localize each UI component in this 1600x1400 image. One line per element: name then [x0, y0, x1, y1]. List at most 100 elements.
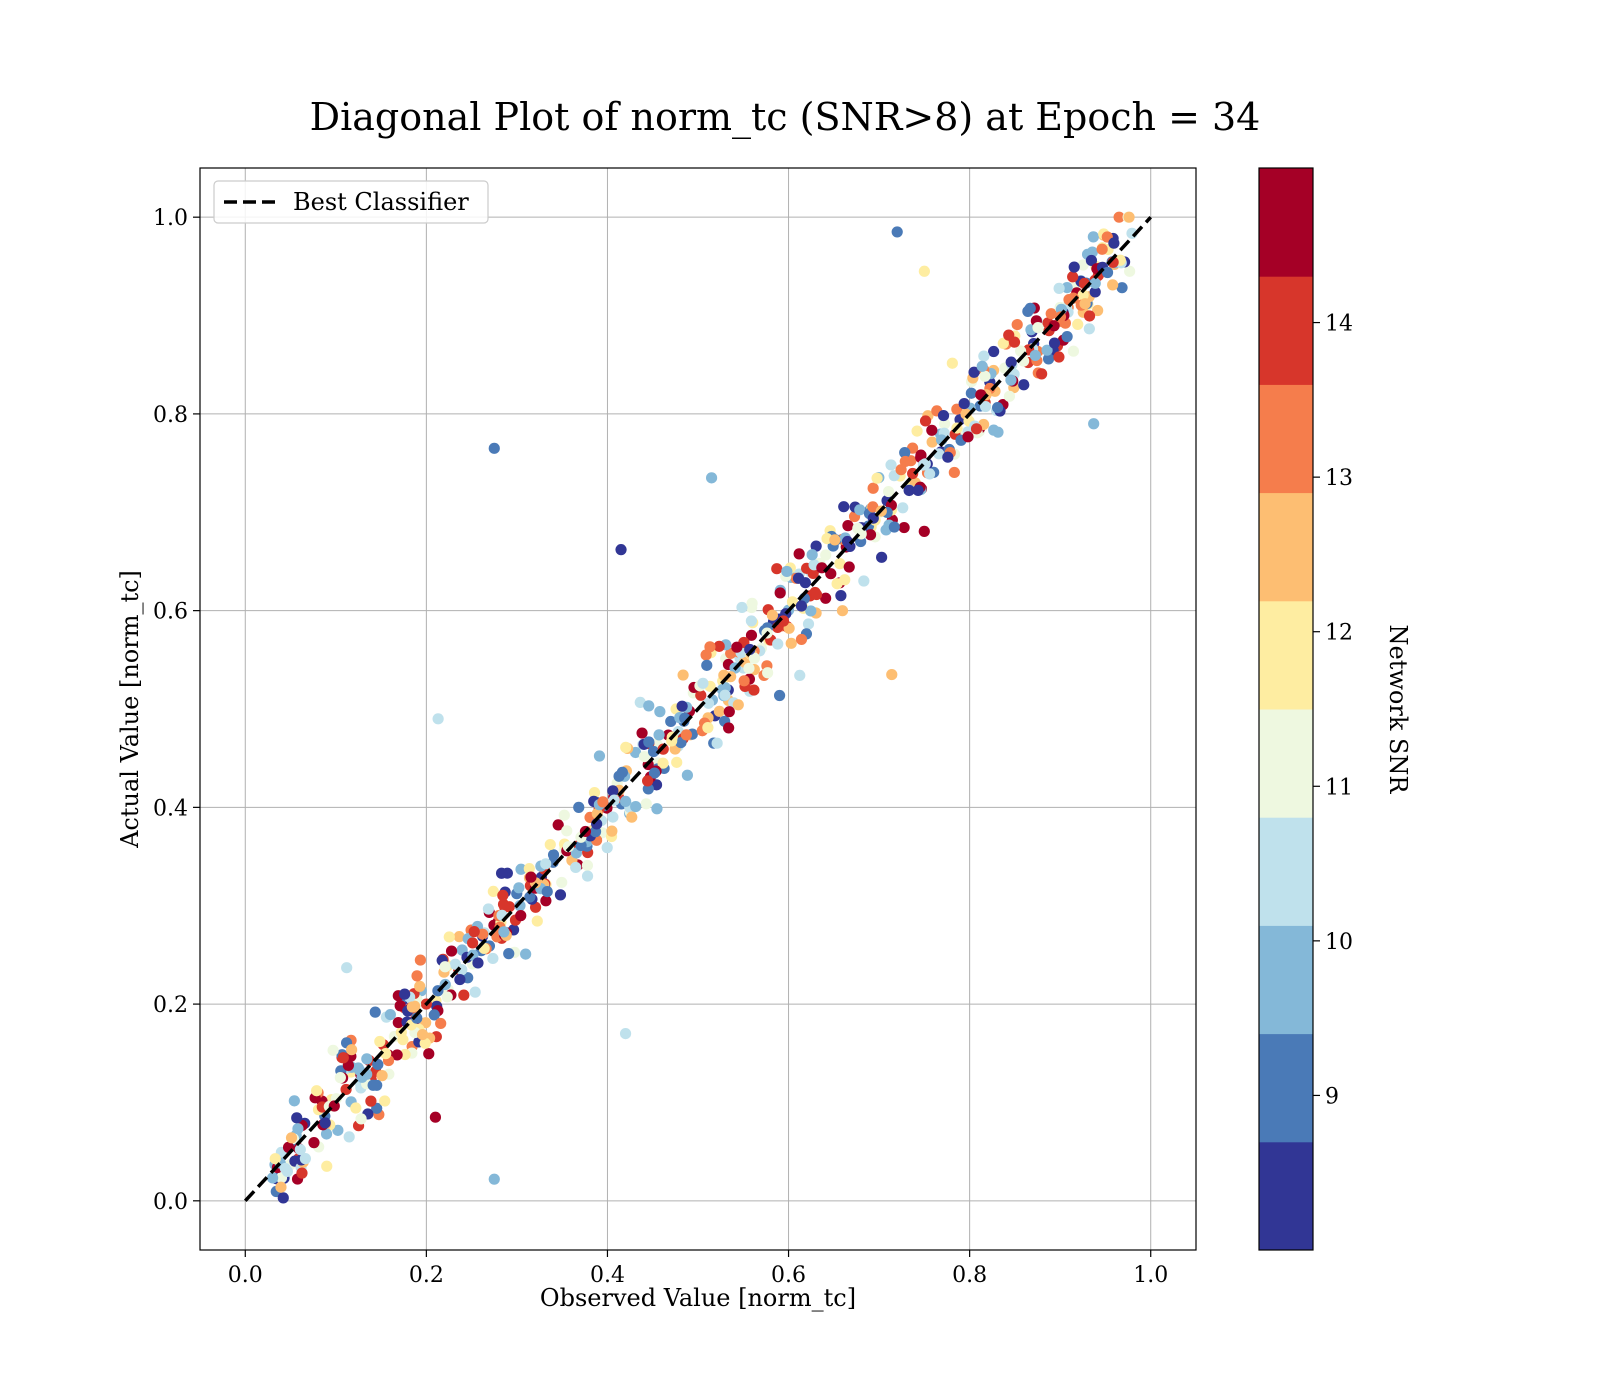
x-tick-label: 0.2	[409, 1263, 444, 1288]
scatter-point	[294, 1143, 306, 1156]
scatter-point	[1053, 282, 1065, 294]
scatter-point	[781, 565, 793, 578]
scatter-point	[897, 502, 909, 514]
scatter-point	[898, 521, 910, 534]
scatter-point	[367, 1079, 379, 1091]
best-classifier-line	[243, 215, 1153, 1203]
y-tick-label: 0.0	[153, 1190, 188, 1215]
scatter-point	[924, 468, 936, 480]
scatter-point	[680, 729, 692, 741]
colorbar-bin	[1259, 1141, 1313, 1251]
scatter-point	[634, 696, 646, 708]
scatter-point	[503, 948, 515, 960]
scatter-point	[773, 689, 786, 702]
scatter-point	[745, 615, 757, 627]
scatter-point	[337, 1052, 349, 1064]
colorbar-bin	[1259, 817, 1313, 926]
y-tick-label: 0.6	[153, 600, 188, 625]
scatter-point	[606, 825, 618, 837]
scatter-point	[341, 962, 353, 974]
scatter-point	[1048, 320, 1060, 332]
scatter-point	[588, 787, 601, 799]
scatter-point	[556, 876, 568, 889]
scatter-point	[736, 601, 748, 614]
scatter-point	[267, 1172, 279, 1184]
scatter-point	[771, 563, 783, 575]
scatter-point	[346, 1044, 358, 1056]
legend: Best Classifier	[213, 180, 489, 224]
scatter-point	[365, 1095, 377, 1107]
scatter-point	[275, 1181, 287, 1193]
scatter-point	[361, 1053, 373, 1065]
scatter-point	[785, 637, 797, 649]
scatter-point	[597, 796, 609, 808]
scatter-point	[523, 863, 535, 875]
scatter-point	[1011, 318, 1023, 331]
scatter-point	[514, 900, 526, 912]
scatter-point	[515, 863, 527, 875]
scatter-point	[416, 1028, 429, 1041]
scatter-point	[748, 652, 761, 664]
colorbar-frame	[1258, 167, 1314, 1251]
scatter-point	[867, 482, 879, 494]
scatter-point	[1048, 337, 1061, 349]
scatter-point	[654, 706, 666, 718]
scatter-point	[745, 629, 758, 641]
scatter-point	[376, 1070, 388, 1082]
scatter-point	[731, 641, 743, 653]
scatter-point	[520, 948, 532, 960]
scatter-point	[970, 423, 983, 435]
colorbar-bin	[1259, 1033, 1313, 1143]
scatter-point	[477, 928, 489, 940]
scatter-point	[495, 867, 508, 879]
scatter-point	[288, 1095, 300, 1107]
scatter-point	[858, 575, 870, 587]
scatter-point	[296, 1167, 308, 1179]
colorbar: 9 10 11 12 13 14 Network SNR	[1258, 167, 1412, 1251]
scatter-point	[713, 640, 725, 652]
scatter-point	[414, 980, 426, 992]
scatter-point	[540, 858, 552, 870]
scatter-point	[946, 357, 958, 369]
scatter-point	[1067, 271, 1079, 283]
scatter-point	[976, 360, 988, 372]
scatter-point	[399, 988, 411, 1000]
scatter-point	[554, 889, 567, 901]
scatter-point	[1083, 310, 1096, 322]
scatter-point	[524, 891, 536, 903]
scatter-point	[937, 409, 950, 422]
scatter-point	[369, 1006, 381, 1018]
scatter-point	[979, 400, 992, 413]
scatter-point	[795, 633, 808, 646]
scatter-point	[657, 757, 669, 769]
scatter-point	[962, 431, 974, 443]
scatter-point	[886, 668, 898, 681]
scatter-point	[842, 520, 854, 532]
scatter-point	[573, 801, 585, 813]
scatter-point	[541, 885, 553, 898]
scatter-point	[1113, 211, 1125, 223]
scatter-point	[677, 669, 689, 681]
scatter-point	[697, 677, 709, 689]
scatter-point	[497, 889, 509, 901]
scatter-point	[885, 459, 897, 471]
plot-area: 0.0 0.2 0.4 0.6 0.8 1.0 0.0 0.2 0.4 0.6 0.8 1.0	[153, 167, 1197, 1288]
scatter-point	[552, 819, 564, 831]
scatter-point	[642, 775, 654, 787]
colorbar-label: Network SNR	[1384, 625, 1412, 795]
scatter-point	[647, 745, 660, 758]
scatter-point	[423, 1048, 435, 1060]
scatter-point	[653, 729, 665, 741]
scatter-point	[525, 871, 537, 883]
scatter-point	[619, 1028, 632, 1040]
scatter-point	[871, 472, 883, 484]
scatter-point	[695, 689, 707, 701]
scatter-point	[854, 504, 866, 516]
scatter-point	[772, 638, 784, 650]
colorbar-bins	[1259, 168, 1313, 1251]
scatter-point	[912, 484, 924, 496]
scatter-point	[802, 618, 815, 630]
y-axis-label: Actual Value [norm_tc]	[116, 570, 144, 849]
scatter-point	[719, 689, 731, 701]
chart-title: Diagonal Plot of norm_tc (SNR>8) at Epoc…	[310, 95, 1261, 140]
